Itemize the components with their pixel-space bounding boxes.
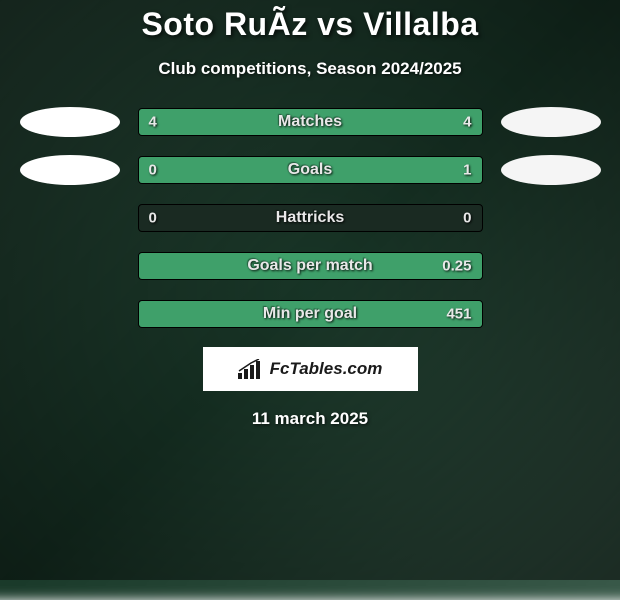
stat-value-left: 4 [149, 114, 157, 131]
stat-value-right: 0.25 [442, 258, 471, 275]
logo-box: FcTables.com [203, 347, 418, 391]
stat-bar: 0 Hattricks 0 [138, 204, 483, 232]
stat-label: Goals [288, 161, 332, 179]
stat-label: Min per goal [263, 305, 357, 323]
stat-value-right: 1 [463, 162, 471, 179]
stat-bar: 4 Matches 4 [138, 108, 483, 136]
stat-row: Min per goal 451 [0, 299, 620, 329]
avatar-right-placeholder [501, 299, 601, 329]
avatar-right [501, 107, 601, 137]
stat-value-right: 451 [446, 306, 471, 323]
stats-container: 4 Matches 4 0 Goals 1 0 Hattricks 0 Goals per mat… [0, 107, 620, 329]
stat-bar: Min per goal 451 [138, 300, 483, 328]
page-subtitle: Club competitions, Season 2024/2025 [0, 59, 620, 79]
avatar-left-placeholder [20, 299, 120, 329]
date-text: 11 march 2025 [0, 409, 620, 429]
stat-value-right: 4 [463, 114, 471, 131]
page-title: Soto RuÃ­z vs Villalba [0, 6, 620, 43]
stat-row: 0 Hattricks 0 [0, 203, 620, 233]
avatar-left-placeholder [20, 203, 120, 233]
stat-bar-fill-right [200, 157, 481, 183]
stat-bar: Goals per match 0.25 [138, 252, 483, 280]
stat-row: 4 Matches 4 [0, 107, 620, 137]
barchart-icon [238, 359, 264, 379]
stat-row: Goals per match 0.25 [0, 251, 620, 281]
avatar-right-placeholder [501, 203, 601, 233]
stat-label: Matches [278, 113, 342, 131]
stat-bar: 0 Goals 1 [138, 156, 483, 184]
stat-value-left: 0 [149, 210, 157, 227]
stat-value-left: 0 [149, 162, 157, 179]
stat-row: 0 Goals 1 [0, 155, 620, 185]
avatar-right-placeholder [501, 251, 601, 281]
stat-value-right: 0 [463, 210, 471, 227]
stat-label: Hattricks [276, 209, 344, 227]
avatar-right [501, 155, 601, 185]
logo-text: FcTables.com [270, 359, 383, 379]
avatar-left [20, 155, 120, 185]
content-wrap: Soto RuÃ­z vs Villalba Club competitions… [0, 0, 620, 580]
stat-label: Goals per match [247, 257, 372, 275]
avatar-left-placeholder [20, 251, 120, 281]
avatar-left [20, 107, 120, 137]
